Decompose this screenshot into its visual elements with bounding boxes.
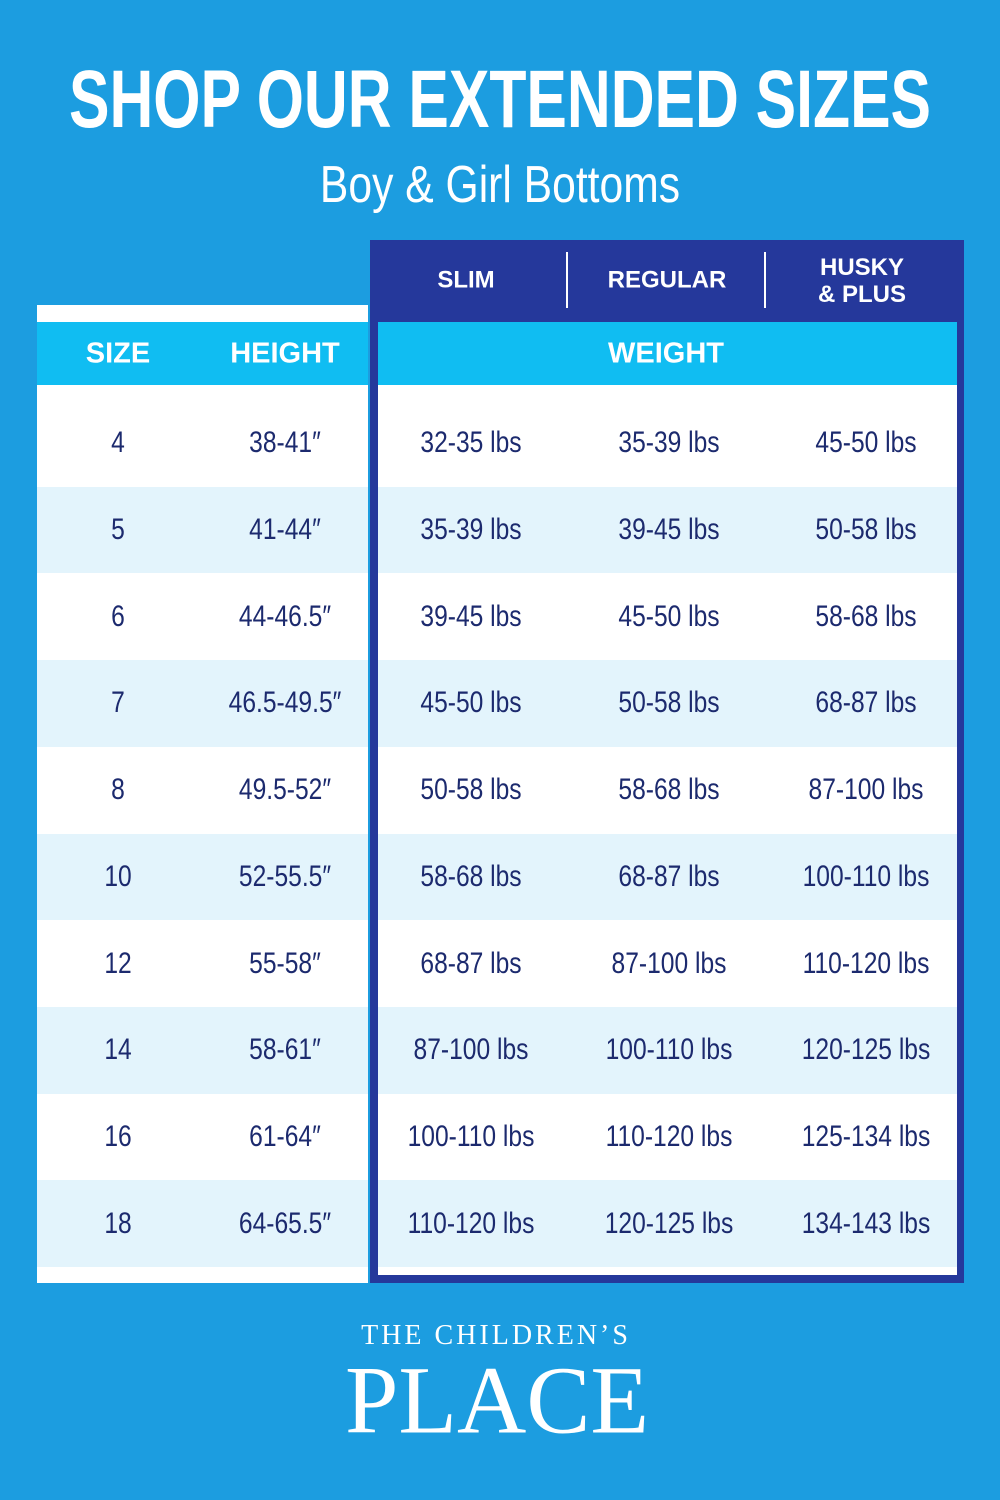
cell: 4 (111, 426, 125, 460)
cell: 61-64″ (249, 1119, 321, 1153)
cell: 68-87 lbs (618, 859, 720, 893)
cell: 110-120 lbs (605, 1119, 733, 1153)
cell: 32-35 lbs (420, 426, 522, 460)
cell: 45-50 lbs (420, 686, 522, 720)
cell: 8 (111, 773, 125, 807)
cell: 39-45 lbs (420, 599, 522, 633)
fit-header-line: REGULAR (607, 266, 727, 294)
cell: 49.5-52″ (238, 773, 332, 807)
cell: 125-134 lbs (801, 1119, 931, 1153)
cell: 87-100 lbs (611, 946, 727, 980)
cell: 52-55.5″ (238, 859, 332, 893)
cell: 100-110 lbs (605, 1033, 733, 1067)
cell: 50-58 lbs (618, 686, 720, 720)
cell: 38-41″ (249, 426, 321, 460)
cell: 46.5-49.5″ (228, 686, 342, 720)
cell: 87-100 lbs (413, 1033, 529, 1067)
cell: 39-45 lbs (618, 513, 720, 547)
cell: 45-50 lbs (618, 599, 720, 633)
cell: 68-87 lbs (420, 946, 522, 980)
cell: 5 (111, 513, 125, 547)
cell: 120-125 lbs (801, 1033, 931, 1067)
cell: 16 (104, 1119, 132, 1153)
cell: 58-68 lbs (618, 773, 720, 807)
brand-main: PLACE (344, 1346, 650, 1454)
subtitle: Boy & Girl Bottoms (319, 156, 681, 214)
divider (764, 252, 766, 308)
weight-header (378, 322, 957, 385)
cell: 10 (104, 859, 132, 893)
cell: 18 (104, 1206, 132, 1240)
cell: 44-46.5″ (238, 599, 332, 633)
column-header: HEIGHT (230, 337, 340, 370)
cell: 12 (104, 946, 132, 980)
cell: 41-44″ (249, 513, 321, 547)
row-stripe (378, 833, 957, 921)
cell: 50-58 lbs (815, 513, 917, 547)
cell: 7 (111, 686, 125, 720)
left-panel (37, 305, 368, 1283)
row-stripe (37, 1180, 368, 1267)
cell: 110-120 lbs (802, 946, 930, 980)
cell: 120-125 lbs (604, 1206, 734, 1240)
brand-top: THE CHILDREN’S (361, 1320, 631, 1351)
row-stripe (378, 486, 957, 574)
cell: 134-143 lbs (801, 1206, 931, 1240)
cell: 55-58″ (249, 946, 321, 980)
row-stripe (37, 833, 368, 921)
cell: 50-58 lbs (420, 773, 522, 807)
weight-label: WEIGHT (608, 337, 724, 370)
cell: 58-61″ (249, 1033, 321, 1067)
fit-header: SLIM (437, 267, 494, 294)
cell: 58-68 lbs (815, 599, 917, 633)
right-body (378, 322, 957, 1275)
cell: 6 (111, 599, 125, 633)
cell: 100-110 lbs (407, 1119, 535, 1153)
cell: 87-100 lbs (808, 773, 924, 807)
divider (566, 252, 568, 308)
cell: 58-68 lbs (420, 859, 522, 893)
title: SHOP OUR EXTENDED SIZES (68, 54, 932, 145)
cell: 110-120 lbs (407, 1206, 535, 1240)
fit-header: HUSKY & PLUS (818, 254, 906, 308)
cell: 35-39 lbs (618, 426, 720, 460)
cell: 68-87 lbs (815, 686, 917, 720)
fit-header: REGULAR (608, 267, 727, 294)
cell: 14 (104, 1033, 132, 1067)
cell: 100-110 lbs (802, 859, 930, 893)
left-header (37, 322, 368, 385)
fit-header-line: HUSKY (819, 254, 905, 281)
row-stripe (37, 1006, 368, 1094)
row-stripe (37, 660, 368, 747)
fit-header-line: & PLUS (817, 281, 907, 308)
cell: 45-50 lbs (815, 426, 917, 460)
cell: 35-39 lbs (420, 513, 522, 547)
fit-header-line: SLIM (437, 266, 495, 294)
row-stripe (378, 1006, 957, 1094)
cell: 64-65.5″ (238, 1206, 332, 1240)
row-stripe (378, 660, 957, 747)
column-header: SIZE (85, 337, 151, 370)
row-stripe (378, 1180, 957, 1267)
row-stripe (37, 486, 368, 574)
